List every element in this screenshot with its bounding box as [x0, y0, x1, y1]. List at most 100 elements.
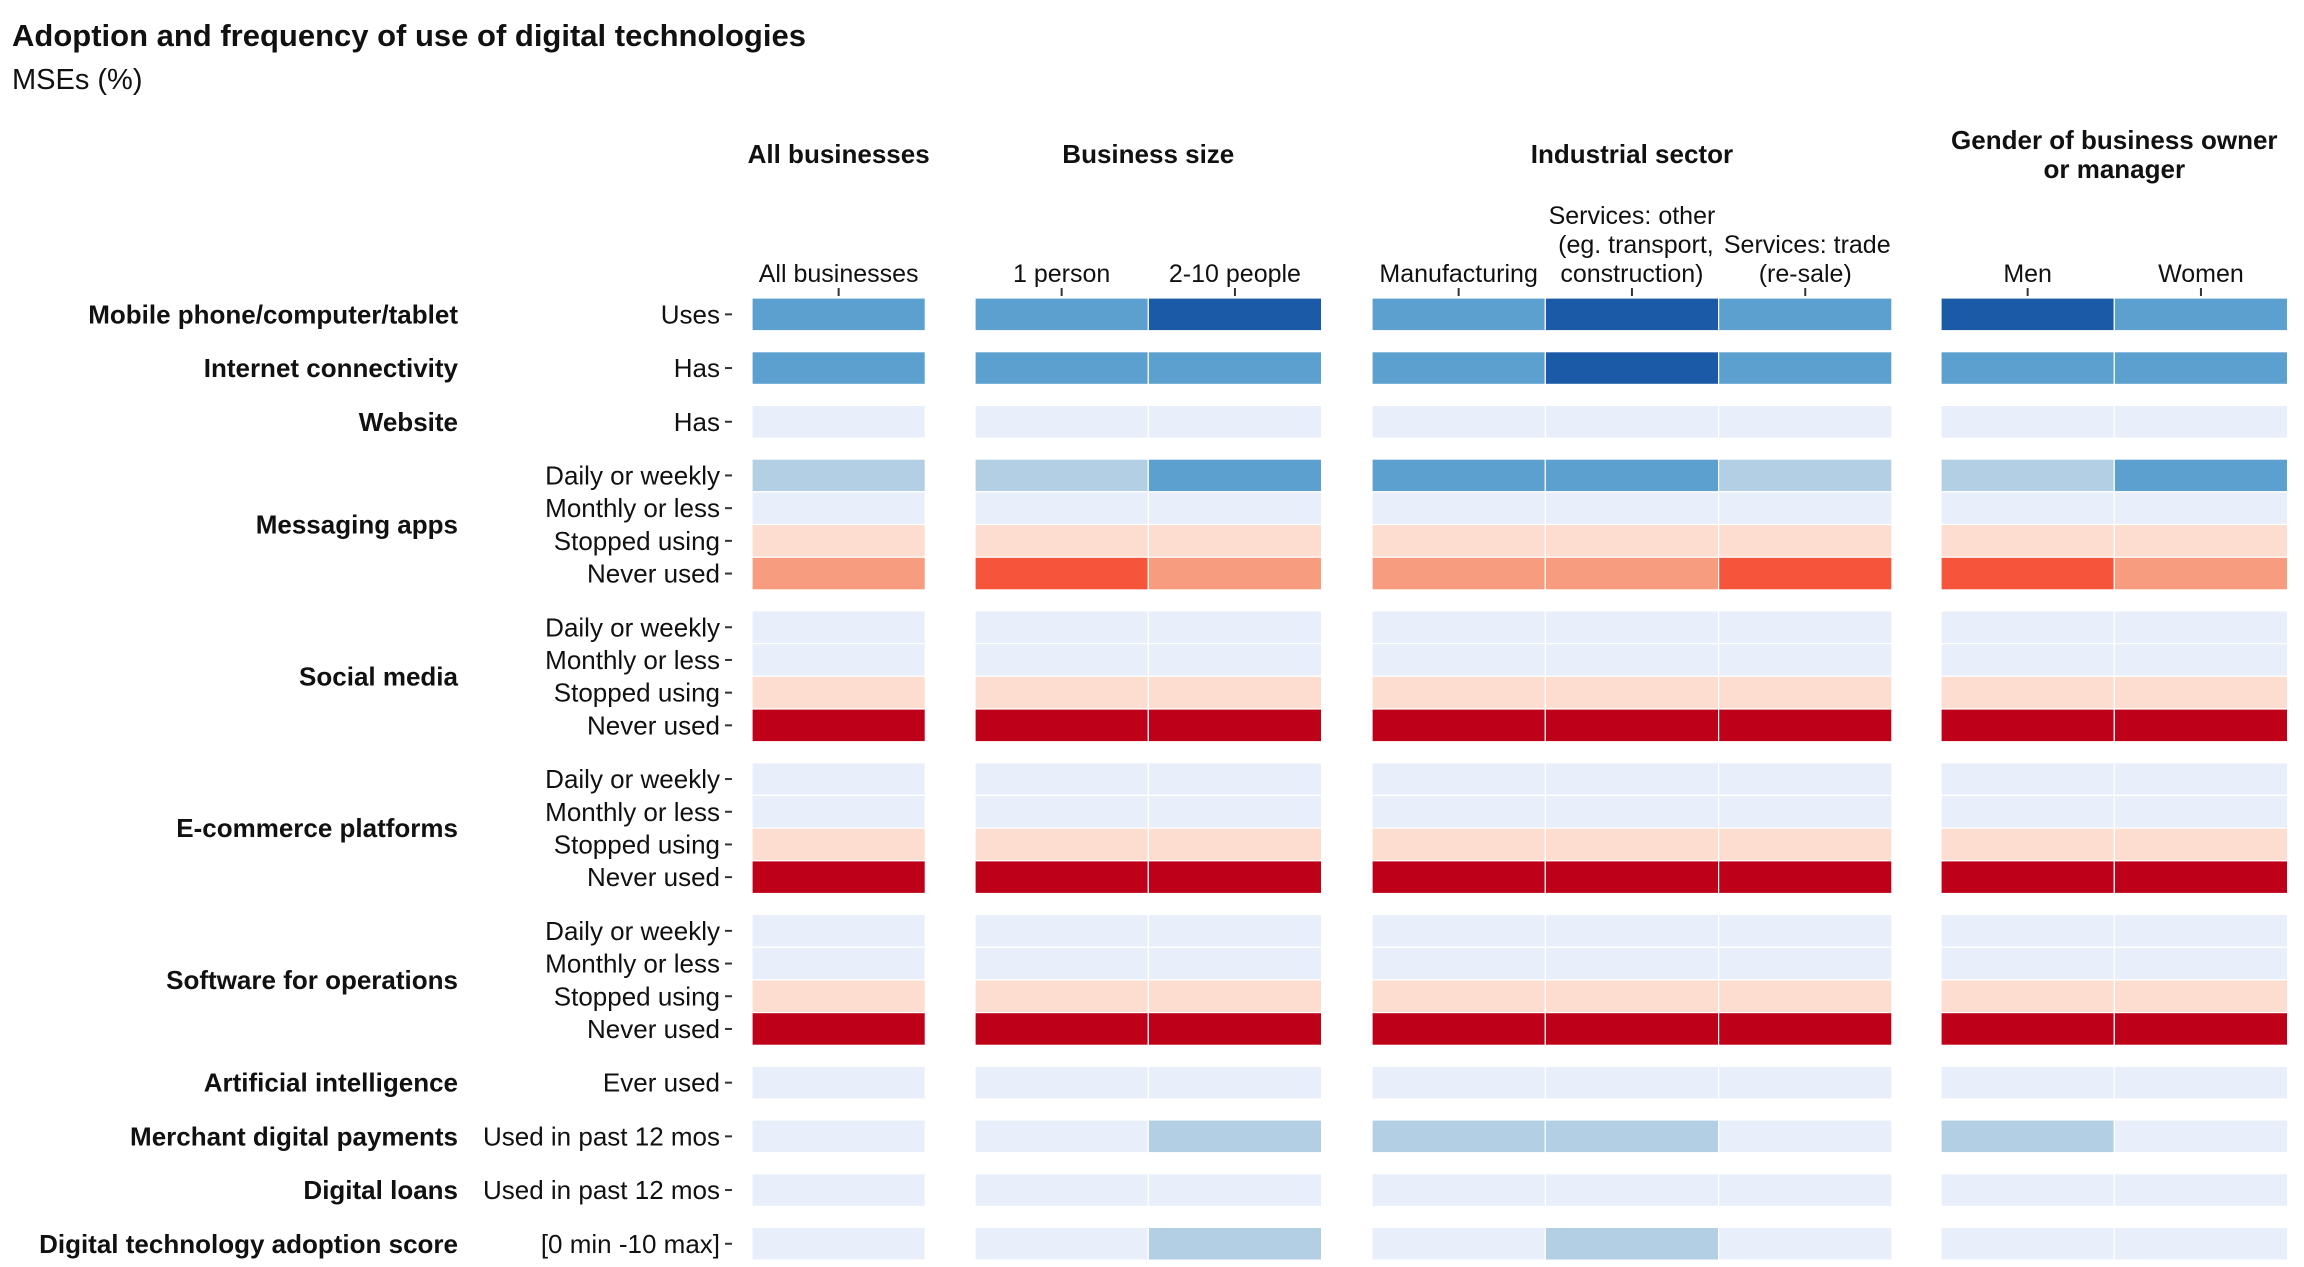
heatmap-cell: [1147, 794, 1323, 829]
heatmap-cell: [1544, 860, 1720, 895]
heatmap-cell: [1717, 946, 1893, 981]
column-label-line1: Services: other: [1549, 202, 1716, 230]
heatmap-cell: [1717, 556, 1893, 591]
heatmap-cell: [1147, 523, 1323, 558]
row-label: Used in past 12 mos: [483, 1175, 720, 1205]
row-group-label: Digital loans: [303, 1175, 458, 1205]
heatmap-cell: [2113, 491, 2289, 526]
row-group-label: E-commerce platforms: [176, 813, 458, 843]
heatmap-cell: [1717, 979, 1893, 1014]
heatmap-cell: [751, 523, 926, 558]
heatmap-cell: [751, 675, 926, 710]
heatmap-cell: [751, 1011, 926, 1046]
heatmap-cell: [751, 1065, 926, 1100]
heatmap-cell: [1544, 1065, 1720, 1100]
heatmap-cell: [974, 1226, 1149, 1261]
heatmap-cell: [2113, 1119, 2289, 1154]
heatmap-cell: [751, 913, 926, 948]
heatmap-cell: [1940, 827, 2115, 862]
heatmap-cell: [1940, 556, 2115, 591]
heatmap-cell: [751, 762, 926, 797]
heatmap-cell: [974, 297, 1149, 332]
row-label: Monthly or less: [545, 645, 720, 675]
heatmap-cell: [1544, 404, 1720, 439]
heatmap-cell: [2113, 642, 2289, 677]
heatmap-cell: [1544, 1011, 1720, 1046]
heatmap-cell: [1544, 351, 1720, 386]
chart-subtitle: MSEs (%): [12, 64, 143, 96]
heatmap-cell: [751, 1226, 926, 1261]
heatmap-cell: [1940, 404, 2115, 439]
heatmap-cell: [974, 946, 1149, 981]
heatmap-cell: [1717, 491, 1893, 526]
row-label: Never used: [587, 710, 720, 740]
heatmap-cell: [2113, 1011, 2289, 1046]
heatmap-cell: [1940, 1173, 2115, 1207]
heatmap-cell: [1940, 297, 2115, 332]
heatmap-cell: [1940, 523, 2115, 558]
heatmap-cell: [974, 1011, 1149, 1046]
heatmap-cell: [1940, 491, 2115, 526]
heatmap-cell: [2113, 523, 2289, 558]
heatmap-cell: [2113, 827, 2289, 862]
heatmap-cell: [974, 458, 1149, 493]
row-label: Uses: [661, 299, 720, 329]
row-label: Has: [674, 407, 720, 437]
heatmap-cell: [974, 860, 1149, 895]
heatmap-cell: [1717, 708, 1893, 743]
heatmap-cell: [751, 610, 926, 645]
row-group-label: Digital technology adoption score: [39, 1229, 458, 1259]
heatmap-cell: [2113, 458, 2289, 493]
column-label: Manufacturing: [1379, 260, 1537, 288]
heatmap-cell: [2113, 794, 2289, 829]
heatmap-cell: [751, 458, 926, 493]
heatmap-cell: [1717, 1119, 1893, 1154]
column-group-header: Business size: [1062, 139, 1234, 169]
heatmap-cell: [2113, 297, 2289, 332]
heatmap-cell: [1544, 491, 1720, 526]
column-label-line2: (re-sale): [1759, 260, 1852, 288]
heatmap-cell: [974, 827, 1149, 862]
row-group-label: Merchant digital payments: [130, 1121, 458, 1151]
heatmap-cell: [751, 556, 926, 591]
heatmap-cell: [974, 708, 1149, 743]
heatmap-cell: [1371, 610, 1546, 645]
heatmap-cell: [1371, 1065, 1546, 1100]
column-group-header-line1: Gender of business owner: [1951, 125, 2278, 155]
heatmap-cell: [2113, 1173, 2289, 1207]
heatmap-cell: [1717, 913, 1893, 948]
column-label-line3: construction): [1560, 260, 1703, 288]
heatmap-cell: [1147, 979, 1323, 1014]
heatmap-cell: [1147, 404, 1323, 439]
heatmap-cell: [1544, 1226, 1720, 1261]
heatmap-cell: [974, 491, 1149, 526]
heatmap-cell: [751, 491, 926, 526]
row-label: Monthly or less: [545, 493, 720, 523]
heatmap-cell: [974, 675, 1149, 710]
heatmap-cell: [1147, 827, 1323, 862]
heatmap-cell: [751, 946, 926, 981]
heatmap-cell: [1147, 762, 1323, 797]
column-label: 2-10 people: [1169, 260, 1301, 288]
row-label: Monthly or less: [545, 797, 720, 827]
heatmap-cell: [1147, 1119, 1323, 1154]
row-label: Daily or weekly: [545, 764, 720, 794]
heatmap-cell: [1371, 675, 1546, 710]
heatmap-cell: [1717, 404, 1893, 439]
heatmap-cell: [1544, 642, 1720, 677]
heatmap-cell: [1940, 1065, 2115, 1100]
row-label: Has: [674, 353, 720, 383]
column-label-line1: Services: trade: [1724, 231, 1891, 259]
heatmap-cell: [2113, 404, 2289, 439]
heatmap-cell: [974, 1173, 1149, 1207]
heatmap-cell: [1544, 946, 1720, 981]
heatmap-cell: [1371, 979, 1546, 1014]
row-label: [0 min -10 max]: [541, 1229, 720, 1259]
heatmap-cell: [1371, 556, 1546, 591]
row-label: Used in past 12 mos: [483, 1121, 720, 1151]
column-label: All businesses: [759, 260, 919, 288]
heatmap-cell: [1717, 458, 1893, 493]
heatmap-cell: [2113, 946, 2289, 981]
heatmap-cell: [974, 979, 1149, 1014]
